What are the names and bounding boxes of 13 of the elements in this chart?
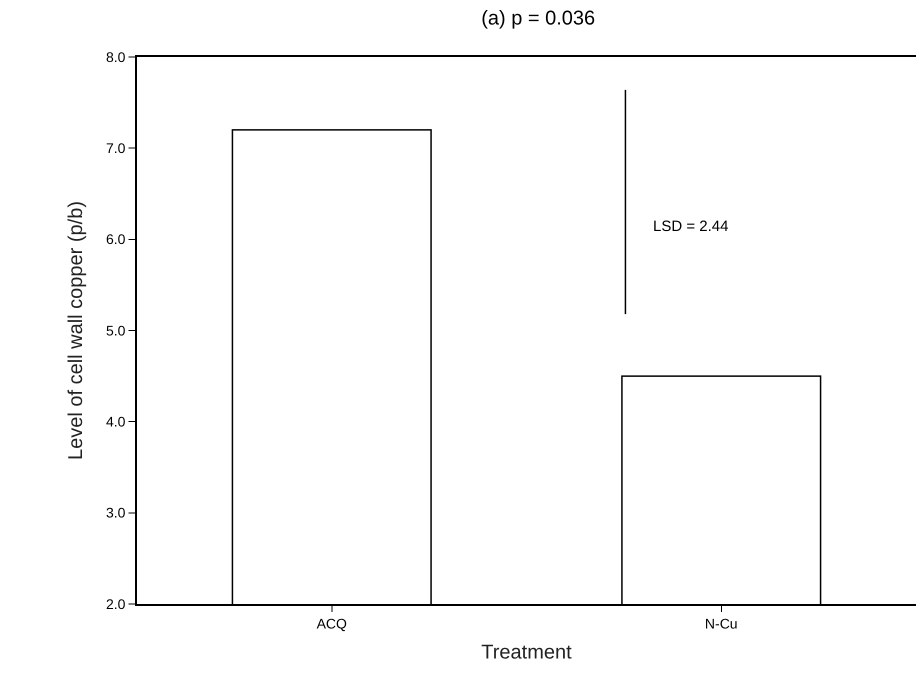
y-tick-label: 7.0	[106, 140, 126, 156]
x-tick-label: N-Cu	[704, 616, 738, 632]
annotation: LSD = 2.44	[653, 218, 728, 235]
y-tick-label: 2.0	[106, 596, 126, 612]
x-tick-label: ACQ	[316, 616, 348, 632]
y-tick-label: 5.0	[106, 322, 126, 338]
y-tick-label: 8.0	[106, 48, 126, 65]
y-tick-label: 4.0	[106, 414, 126, 430]
y-tick-label: 6.0	[106, 231, 126, 248]
y-tick-label: 3.0	[106, 504, 126, 521]
x-axis-title: Treatment	[481, 642, 572, 664]
y-axis-title: Level of cell wall copper (p/b)	[64, 200, 87, 460]
chart-title: (a) p = 0.036	[481, 7, 596, 30]
